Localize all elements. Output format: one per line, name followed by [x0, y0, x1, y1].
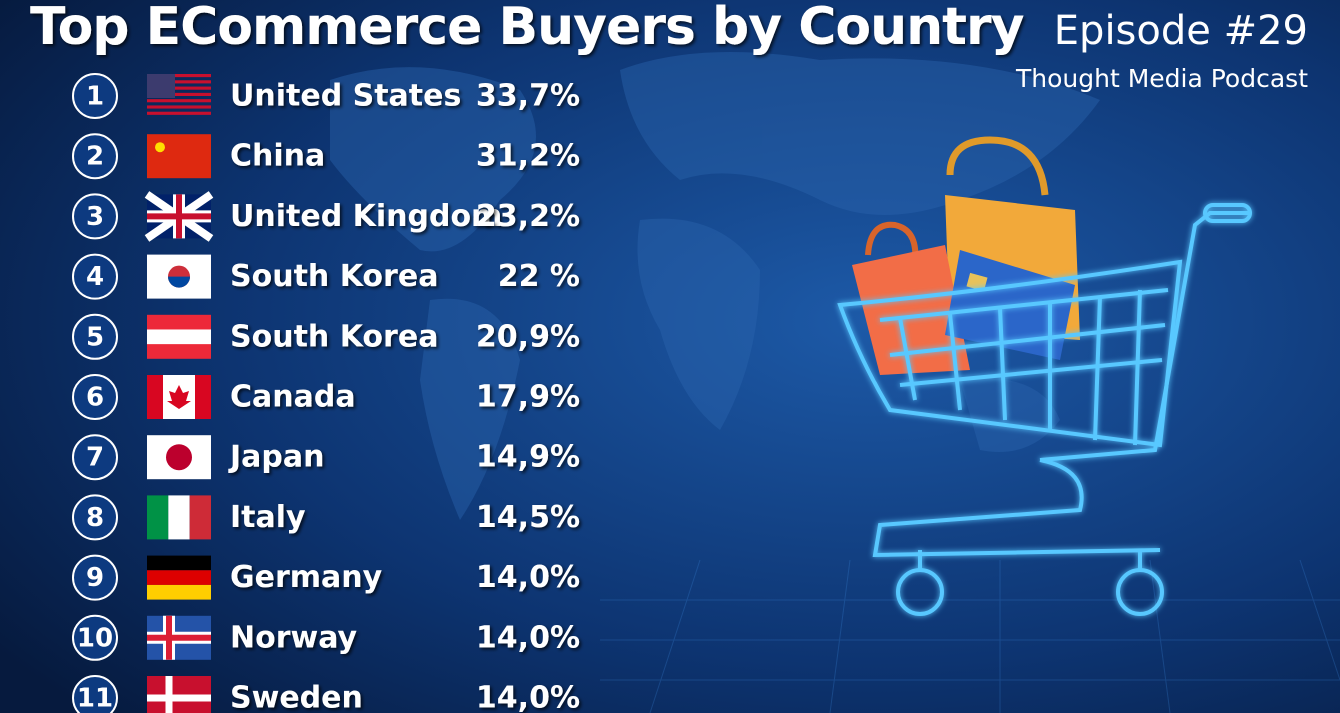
- band: [147, 495, 169, 540]
- stripe: [147, 86, 211, 90]
- percentage: 20,9%: [476, 319, 580, 354]
- title: Top ECommerce Buyers by Country: [30, 0, 1024, 57]
- ranking-row: 10 Norway 14,0%: [72, 614, 580, 661]
- band: [147, 329, 211, 345]
- ranking-row: 7 Japan 14,9%: [72, 434, 580, 481]
- rank-badge: [72, 374, 118, 420]
- flag: [147, 314, 211, 359]
- rank: 8: [86, 503, 104, 533]
- flag: [144, 191, 214, 242]
- ranking-row: 1 United States 33,7%: [72, 73, 580, 119]
- rank: 6: [86, 383, 104, 413]
- country: United States: [230, 79, 461, 114]
- flag: [147, 676, 211, 713]
- star: [155, 142, 165, 153]
- flag: [147, 555, 211, 600]
- podcast: Thought Media Podcast: [1015, 64, 1308, 93]
- taeguk-blue: [168, 276, 190, 288]
- percentage: 23,2%: [476, 199, 580, 234]
- ranking-row: 5 South Korea 20,9%: [72, 313, 580, 360]
- sun: [166, 444, 192, 471]
- stripe: [147, 99, 211, 103]
- world-map: [330, 52, 1100, 520]
- percentage: 17,9%: [476, 380, 580, 415]
- stripe: [147, 111, 211, 115]
- flag: [147, 74, 211, 115]
- stripe: [147, 92, 211, 96]
- country: South Korea: [230, 259, 438, 294]
- flag: [147, 254, 211, 299]
- percentage: 31,2%: [476, 139, 580, 174]
- rank: 2: [86, 142, 104, 172]
- rank-badge: [72, 675, 118, 713]
- rank-badge: [72, 434, 118, 481]
- rank: 3: [86, 202, 104, 232]
- percentage: 14,5%: [476, 500, 580, 535]
- rank-badge: [72, 313, 118, 360]
- band: [189, 495, 211, 540]
- side: [147, 375, 163, 419]
- percentage: 14,0%: [476, 620, 580, 655]
- country: South Korea: [230, 319, 438, 354]
- rank: 1: [86, 82, 104, 112]
- ranking-row: 2 China 31,2%: [72, 133, 580, 180]
- band: [147, 584, 211, 600]
- percentage: 14,9%: [476, 440, 580, 475]
- flag: [147, 375, 211, 419]
- rank-badge: [72, 494, 118, 541]
- rank-badge: [72, 253, 118, 300]
- side: [195, 375, 211, 419]
- stripe: [147, 105, 211, 109]
- ranking-row: 6 Canada 17,9%: [72, 374, 580, 420]
- canton: [147, 74, 175, 98]
- country: Germany: [230, 560, 383, 595]
- cross-red: [147, 615, 211, 660]
- field: [147, 134, 211, 179]
- rank: 10: [77, 623, 113, 653]
- percentage: 14,0%: [476, 681, 580, 713]
- rank-badge: [72, 193, 118, 240]
- cross-red: [147, 194, 211, 239]
- country: Sweden: [230, 681, 363, 713]
- country: Canada: [230, 380, 356, 415]
- rank-badge: [72, 133, 118, 180]
- stripe: [147, 74, 211, 78]
- rank: 5: [86, 322, 104, 352]
- ranking-row: 9 Germany 14,0%: [72, 554, 580, 601]
- flag: [147, 134, 211, 179]
- country: Norway: [230, 620, 358, 655]
- floor-grid: [600, 559, 1340, 713]
- band: [168, 495, 190, 540]
- band: [147, 555, 211, 571]
- flag: [147, 495, 211, 540]
- flag: [147, 435, 211, 480]
- country: China: [230, 139, 325, 174]
- rank: 11: [77, 684, 113, 713]
- rank-badge: [72, 73, 118, 119]
- country: Italy: [230, 500, 306, 535]
- cart-illustration: [837, 136, 1252, 616]
- ranking-row: 4 South Korea 22 %: [72, 253, 580, 300]
- ranking-row: 8 Italy 14,5%: [72, 494, 580, 541]
- flag: [147, 615, 211, 660]
- percentage: 22 %: [498, 259, 580, 294]
- episode: Episode #29: [1054, 8, 1308, 54]
- percentage: 33,7%: [476, 79, 580, 114]
- percentage: 14,0%: [476, 560, 580, 595]
- ranking-row: 11 Sweden 14,0%: [72, 675, 580, 713]
- country: United Kingdom: [230, 199, 502, 234]
- rank: 7: [86, 443, 104, 473]
- rank-badge: [72, 554, 118, 601]
- band: [147, 570, 211, 585]
- rank: 9: [86, 563, 104, 593]
- stripe: [147, 80, 211, 84]
- rank: 4: [86, 262, 104, 292]
- rank-badge: [72, 614, 118, 661]
- country: Japan: [228, 440, 324, 475]
- ranking-list: 1 United States 33,7% 2 China 31,2% 3 United Ki…: [72, 73, 580, 713]
- leaf: [167, 385, 191, 409]
